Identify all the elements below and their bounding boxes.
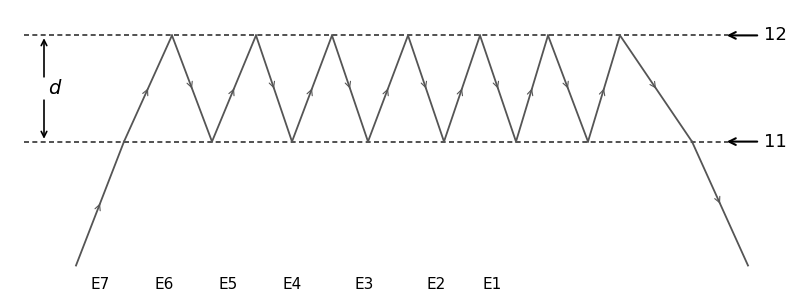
Text: E3: E3 (354, 277, 374, 292)
Text: E2: E2 (426, 277, 446, 292)
Text: E5: E5 (218, 277, 238, 292)
Text: E6: E6 (154, 277, 174, 292)
Text: d: d (48, 79, 61, 98)
Text: E4: E4 (282, 277, 302, 292)
Text: E7: E7 (90, 277, 110, 292)
Text: 12: 12 (764, 26, 787, 45)
Text: E1: E1 (482, 277, 502, 292)
Text: 11: 11 (764, 132, 786, 151)
